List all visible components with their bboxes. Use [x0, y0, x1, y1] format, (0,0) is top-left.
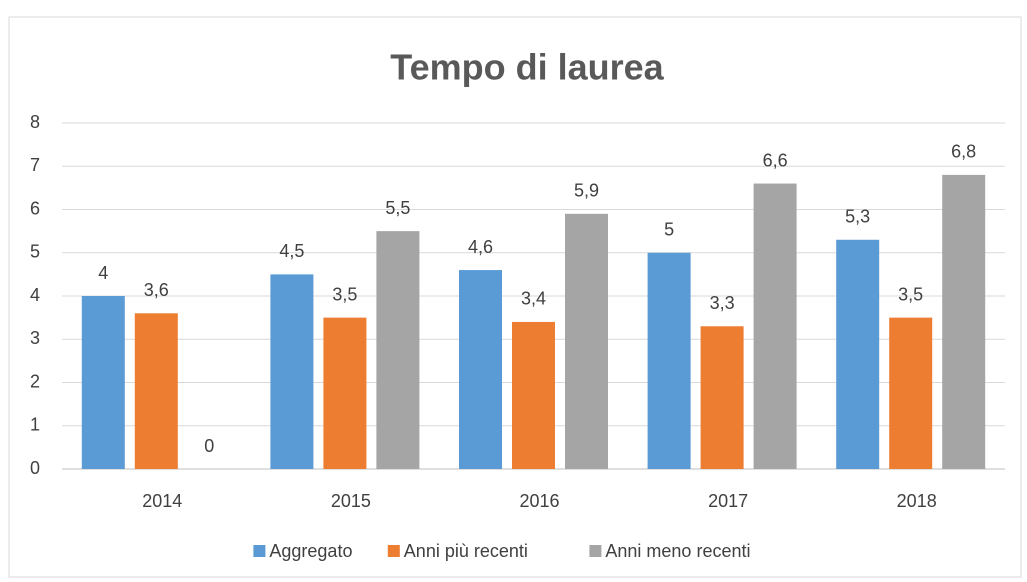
- legend-label: Aggregato: [269, 541, 352, 561]
- y-tick-label: 5: [30, 242, 40, 262]
- data-label: 6,8: [951, 142, 976, 162]
- y-tick-label: 0: [30, 458, 40, 478]
- chart-title: Tempo di laurea: [390, 47, 664, 88]
- y-tick-label: 1: [30, 415, 40, 435]
- y-tick-label: 3: [30, 328, 40, 348]
- y-tick-label: 8: [30, 112, 40, 132]
- x-tick-label: 2014: [142, 491, 182, 511]
- data-label: 4,5: [279, 241, 304, 261]
- y-tick-label: 2: [30, 371, 40, 391]
- y-tick-label: 4: [30, 285, 40, 305]
- y-tick-label: 7: [30, 155, 40, 175]
- y-tick-label: 6: [30, 198, 40, 218]
- bar: [889, 317, 933, 469]
- data-label: 3,3: [710, 293, 735, 313]
- data-label: 0: [204, 436, 214, 456]
- x-tick-label: 2018: [897, 491, 937, 511]
- bar: [565, 213, 608, 469]
- bar: [81, 296, 125, 469]
- data-label: 3,4: [521, 289, 546, 309]
- bar: [376, 231, 420, 469]
- bar: [512, 321, 555, 469]
- x-tick-label: 2016: [519, 491, 559, 511]
- bar: [134, 313, 178, 469]
- legend-swatch: [589, 545, 602, 557]
- bar: [753, 183, 797, 470]
- data-label: 6,6: [763, 150, 788, 170]
- legend-swatch: [387, 545, 400, 557]
- bar: [647, 252, 691, 469]
- legend-label: Anni meno recenti: [605, 541, 750, 561]
- x-tick-label: 2015: [331, 491, 371, 511]
- x-tick-label: 2017: [708, 491, 748, 511]
- data-label: 5: [664, 220, 674, 240]
- bar: [700, 326, 744, 469]
- data-label: 5,5: [385, 198, 410, 218]
- bar: [942, 174, 986, 469]
- data-label: 3,6: [144, 280, 169, 300]
- data-label: 3,5: [332, 284, 357, 304]
- data-label: 4: [98, 263, 108, 283]
- data-label: 5,9: [574, 181, 599, 201]
- bar: [270, 274, 314, 469]
- bar: [836, 239, 880, 469]
- data-label: 4,6: [468, 237, 493, 257]
- bar: [323, 317, 367, 469]
- data-label: 3,5: [898, 284, 923, 304]
- data-label: 5,3: [845, 207, 870, 227]
- legend-label: Anni più recenti: [404, 541, 528, 561]
- bar: [459, 270, 502, 469]
- legend-swatch: [253, 545, 266, 557]
